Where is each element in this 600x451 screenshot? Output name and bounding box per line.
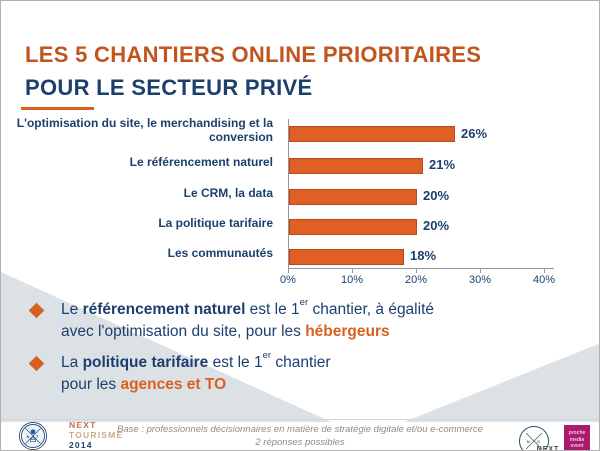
svg-text:N: N bbox=[527, 440, 530, 444]
svg-text:C: C bbox=[537, 440, 540, 444]
